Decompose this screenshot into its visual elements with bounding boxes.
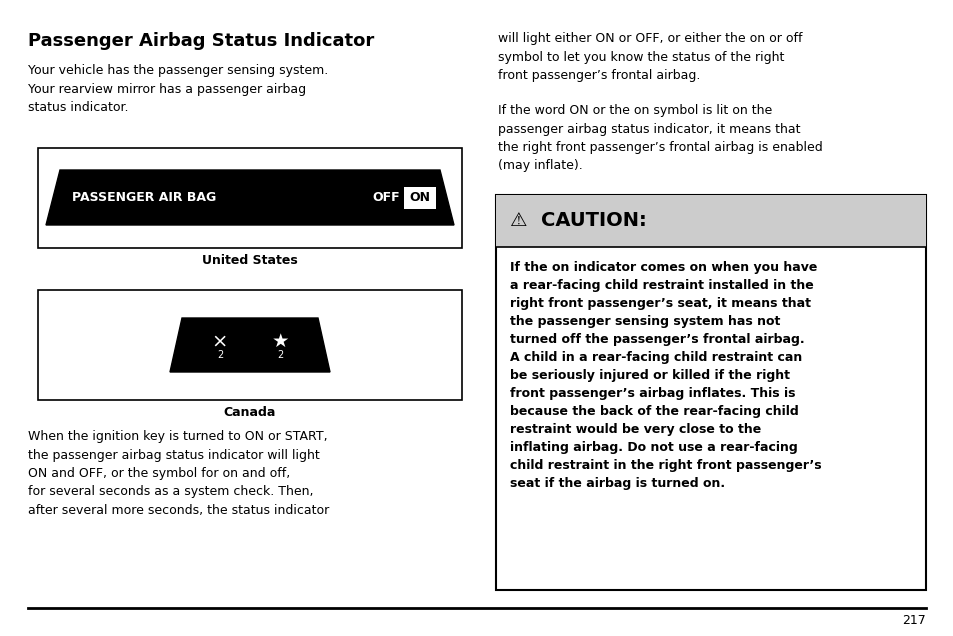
Text: United States: United States <box>202 254 297 267</box>
Text: OFF: OFF <box>372 191 399 204</box>
Text: ⨯: ⨯ <box>212 331 228 350</box>
Text: 2: 2 <box>216 350 223 360</box>
Polygon shape <box>46 170 454 225</box>
Text: ON: ON <box>409 191 430 204</box>
Text: Passenger Airbag Status Indicator: Passenger Airbag Status Indicator <box>28 32 374 50</box>
Text: Canada: Canada <box>224 406 276 419</box>
Text: ⚠  CAUTION:: ⚠ CAUTION: <box>510 212 646 230</box>
Text: When the ignition key is turned to ON or START,
the passenger airbag status indi: When the ignition key is turned to ON or… <box>28 430 329 517</box>
Text: will light either ON or OFF, or either the on or off
symbol to let you know the : will light either ON or OFF, or either t… <box>497 32 801 82</box>
Bar <box>496 195 925 247</box>
Text: If the word ON or the on symbol is lit on the
passenger airbag status indicator,: If the word ON or the on symbol is lit o… <box>497 104 821 172</box>
Polygon shape <box>170 318 330 372</box>
Bar <box>38 290 461 400</box>
Bar <box>403 186 436 209</box>
Text: PASSENGER AIR BAG: PASSENGER AIR BAG <box>71 191 216 204</box>
Text: Your vehicle has the passenger sensing system.
Your rearview mirror has a passen: Your vehicle has the passenger sensing s… <box>28 64 328 114</box>
Text: 2: 2 <box>276 350 283 360</box>
Text: ★: ★ <box>271 331 289 350</box>
Text: 217: 217 <box>902 614 925 627</box>
Bar <box>38 148 461 248</box>
Bar <box>496 195 925 590</box>
Text: If the on indicator comes on when you have
a rear-facing child restraint install: If the on indicator comes on when you ha… <box>510 261 821 490</box>
